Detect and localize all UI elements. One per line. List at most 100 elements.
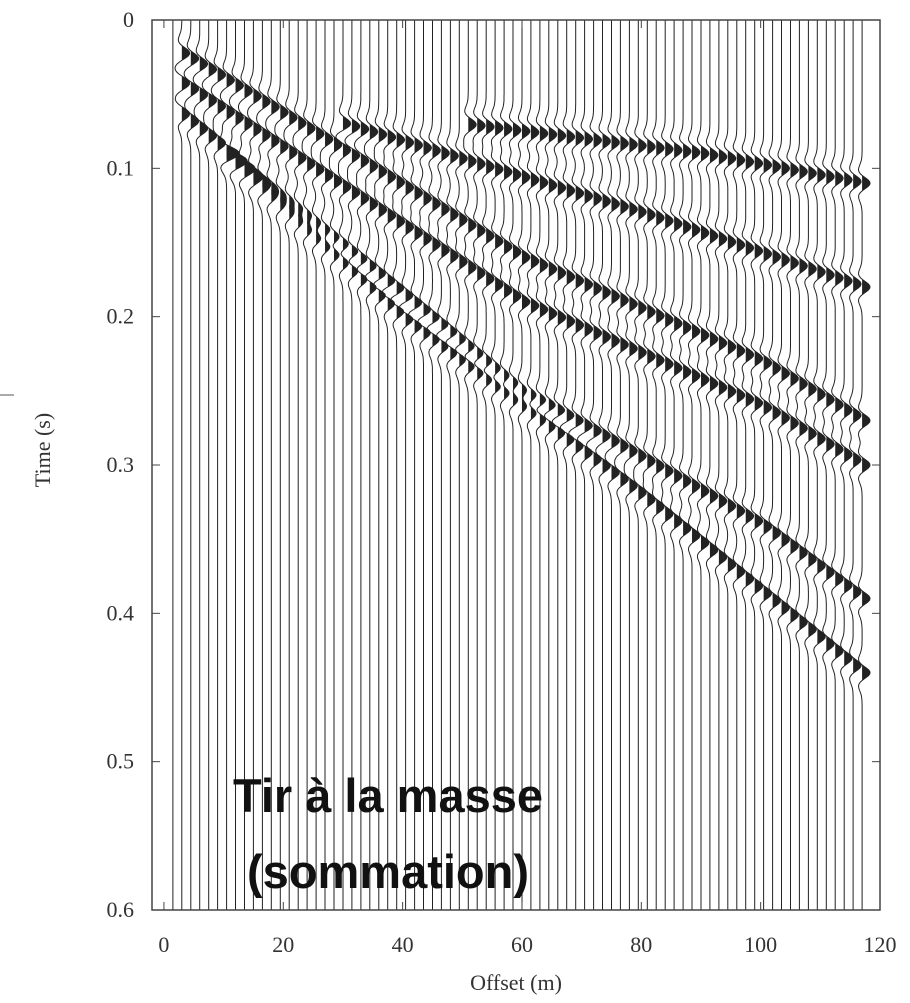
- wavelet: [575, 317, 584, 334]
- wavelet: [468, 339, 475, 355]
- trace: [201, 20, 218, 910]
- wavelet: [342, 142, 351, 158]
- wavelet: [584, 444, 593, 461]
- wavelet: [862, 175, 871, 192]
- wavelet: [539, 411, 546, 427]
- wavelet: [530, 172, 539, 188]
- trace: [219, 20, 240, 910]
- x-tick-label: 20: [272, 932, 294, 957]
- wavelet: [548, 261, 557, 277]
- trace: [678, 20, 692, 910]
- wavelet: [530, 387, 537, 404]
- wavelet: [817, 264, 826, 280]
- wavelet: [226, 72, 235, 88]
- wavelet: [486, 353, 492, 370]
- wavelet: [396, 303, 404, 320]
- wavelet: [316, 229, 321, 246]
- plot-area: [172, 20, 871, 910]
- wavelet: [808, 165, 817, 182]
- wavelet: [351, 262, 358, 279]
- wavelet: [342, 237, 349, 253]
- wavelet: [486, 270, 495, 287]
- wavelet: [208, 92, 217, 109]
- wavelet: [727, 234, 736, 250]
- wavelet: [763, 246, 772, 262]
- wavelet: [620, 292, 629, 309]
- wavelet: [405, 311, 413, 327]
- wavelet: [459, 253, 468, 270]
- wavelet: [504, 282, 513, 299]
- wavelet: [629, 201, 638, 218]
- wavelet: [360, 270, 367, 287]
- wavelet: [557, 180, 566, 196]
- wavelet: [280, 197, 287, 214]
- trace: [705, 20, 719, 910]
- wavelet: [271, 99, 280, 115]
- trace: [741, 20, 755, 910]
- wavelet: [378, 201, 387, 218]
- wavelet: [414, 224, 423, 241]
- wavelet: [351, 118, 360, 135]
- wavelet: [781, 599, 790, 616]
- wavelet: [441, 201, 450, 217]
- wavelet: [781, 531, 790, 548]
- wavelet: [692, 323, 700, 340]
- wavelet: [217, 98, 226, 115]
- wavelet: [718, 493, 727, 509]
- wavelet: [781, 252, 790, 268]
- wavelet: [575, 185, 584, 202]
- y-tick-label: 0.4: [107, 600, 135, 625]
- trace: [696, 20, 710, 910]
- wavelet: [826, 436, 835, 452]
- wavelet: [432, 236, 441, 253]
- wavelet: [441, 145, 450, 162]
- trace: [535, 20, 549, 910]
- wavelet: [405, 134, 414, 151]
- wavelet: [181, 45, 190, 62]
- wavelet: [199, 56, 208, 72]
- wavelet: [575, 437, 584, 454]
- wavelet: [369, 278, 377, 295]
- wavelet: [360, 251, 367, 268]
- wavelet: [853, 173, 862, 190]
- trace: [256, 20, 272, 910]
- wavelet: [342, 115, 351, 132]
- wavelet: [557, 402, 565, 419]
- wavelet: [727, 383, 736, 400]
- wavelet: [208, 61, 217, 78]
- wavelet: [566, 313, 575, 330]
- wavelet: [271, 189, 279, 205]
- wavelet: [700, 371, 709, 388]
- wavelet: [575, 130, 584, 146]
- wavelet: [620, 198, 629, 215]
- wavelet: [432, 331, 440, 347]
- wavelet: [271, 132, 280, 149]
- wavelet: [548, 177, 557, 194]
- wavelet: [181, 75, 190, 92]
- wavelet: [405, 288, 413, 304]
- wavelet: [781, 365, 790, 382]
- wavelet: [539, 125, 548, 142]
- wavelet: [620, 471, 629, 487]
- wavelet: [316, 215, 321, 232]
- wavelet: [656, 458, 665, 474]
- wavelet: [369, 158, 378, 174]
- wavelet: [826, 168, 835, 185]
- trace: [301, 20, 316, 910]
- wavelet: [862, 590, 871, 607]
- wavelet: [665, 506, 674, 522]
- wavelet: [772, 249, 781, 265]
- wavelet: [835, 396, 844, 413]
- y-tick-label: 0.5: [107, 749, 135, 774]
- wavelet: [253, 121, 262, 138]
- wavelet: [530, 404, 537, 421]
- wavelet: [289, 109, 298, 126]
- wavelet: [477, 156, 486, 172]
- wavelet: [217, 135, 226, 151]
- y-tick-label: 0: [123, 7, 134, 32]
- wavelet: [369, 259, 377, 275]
- wavelet: [683, 143, 692, 160]
- wavelet: [450, 148, 459, 164]
- wavelet: [298, 115, 307, 131]
